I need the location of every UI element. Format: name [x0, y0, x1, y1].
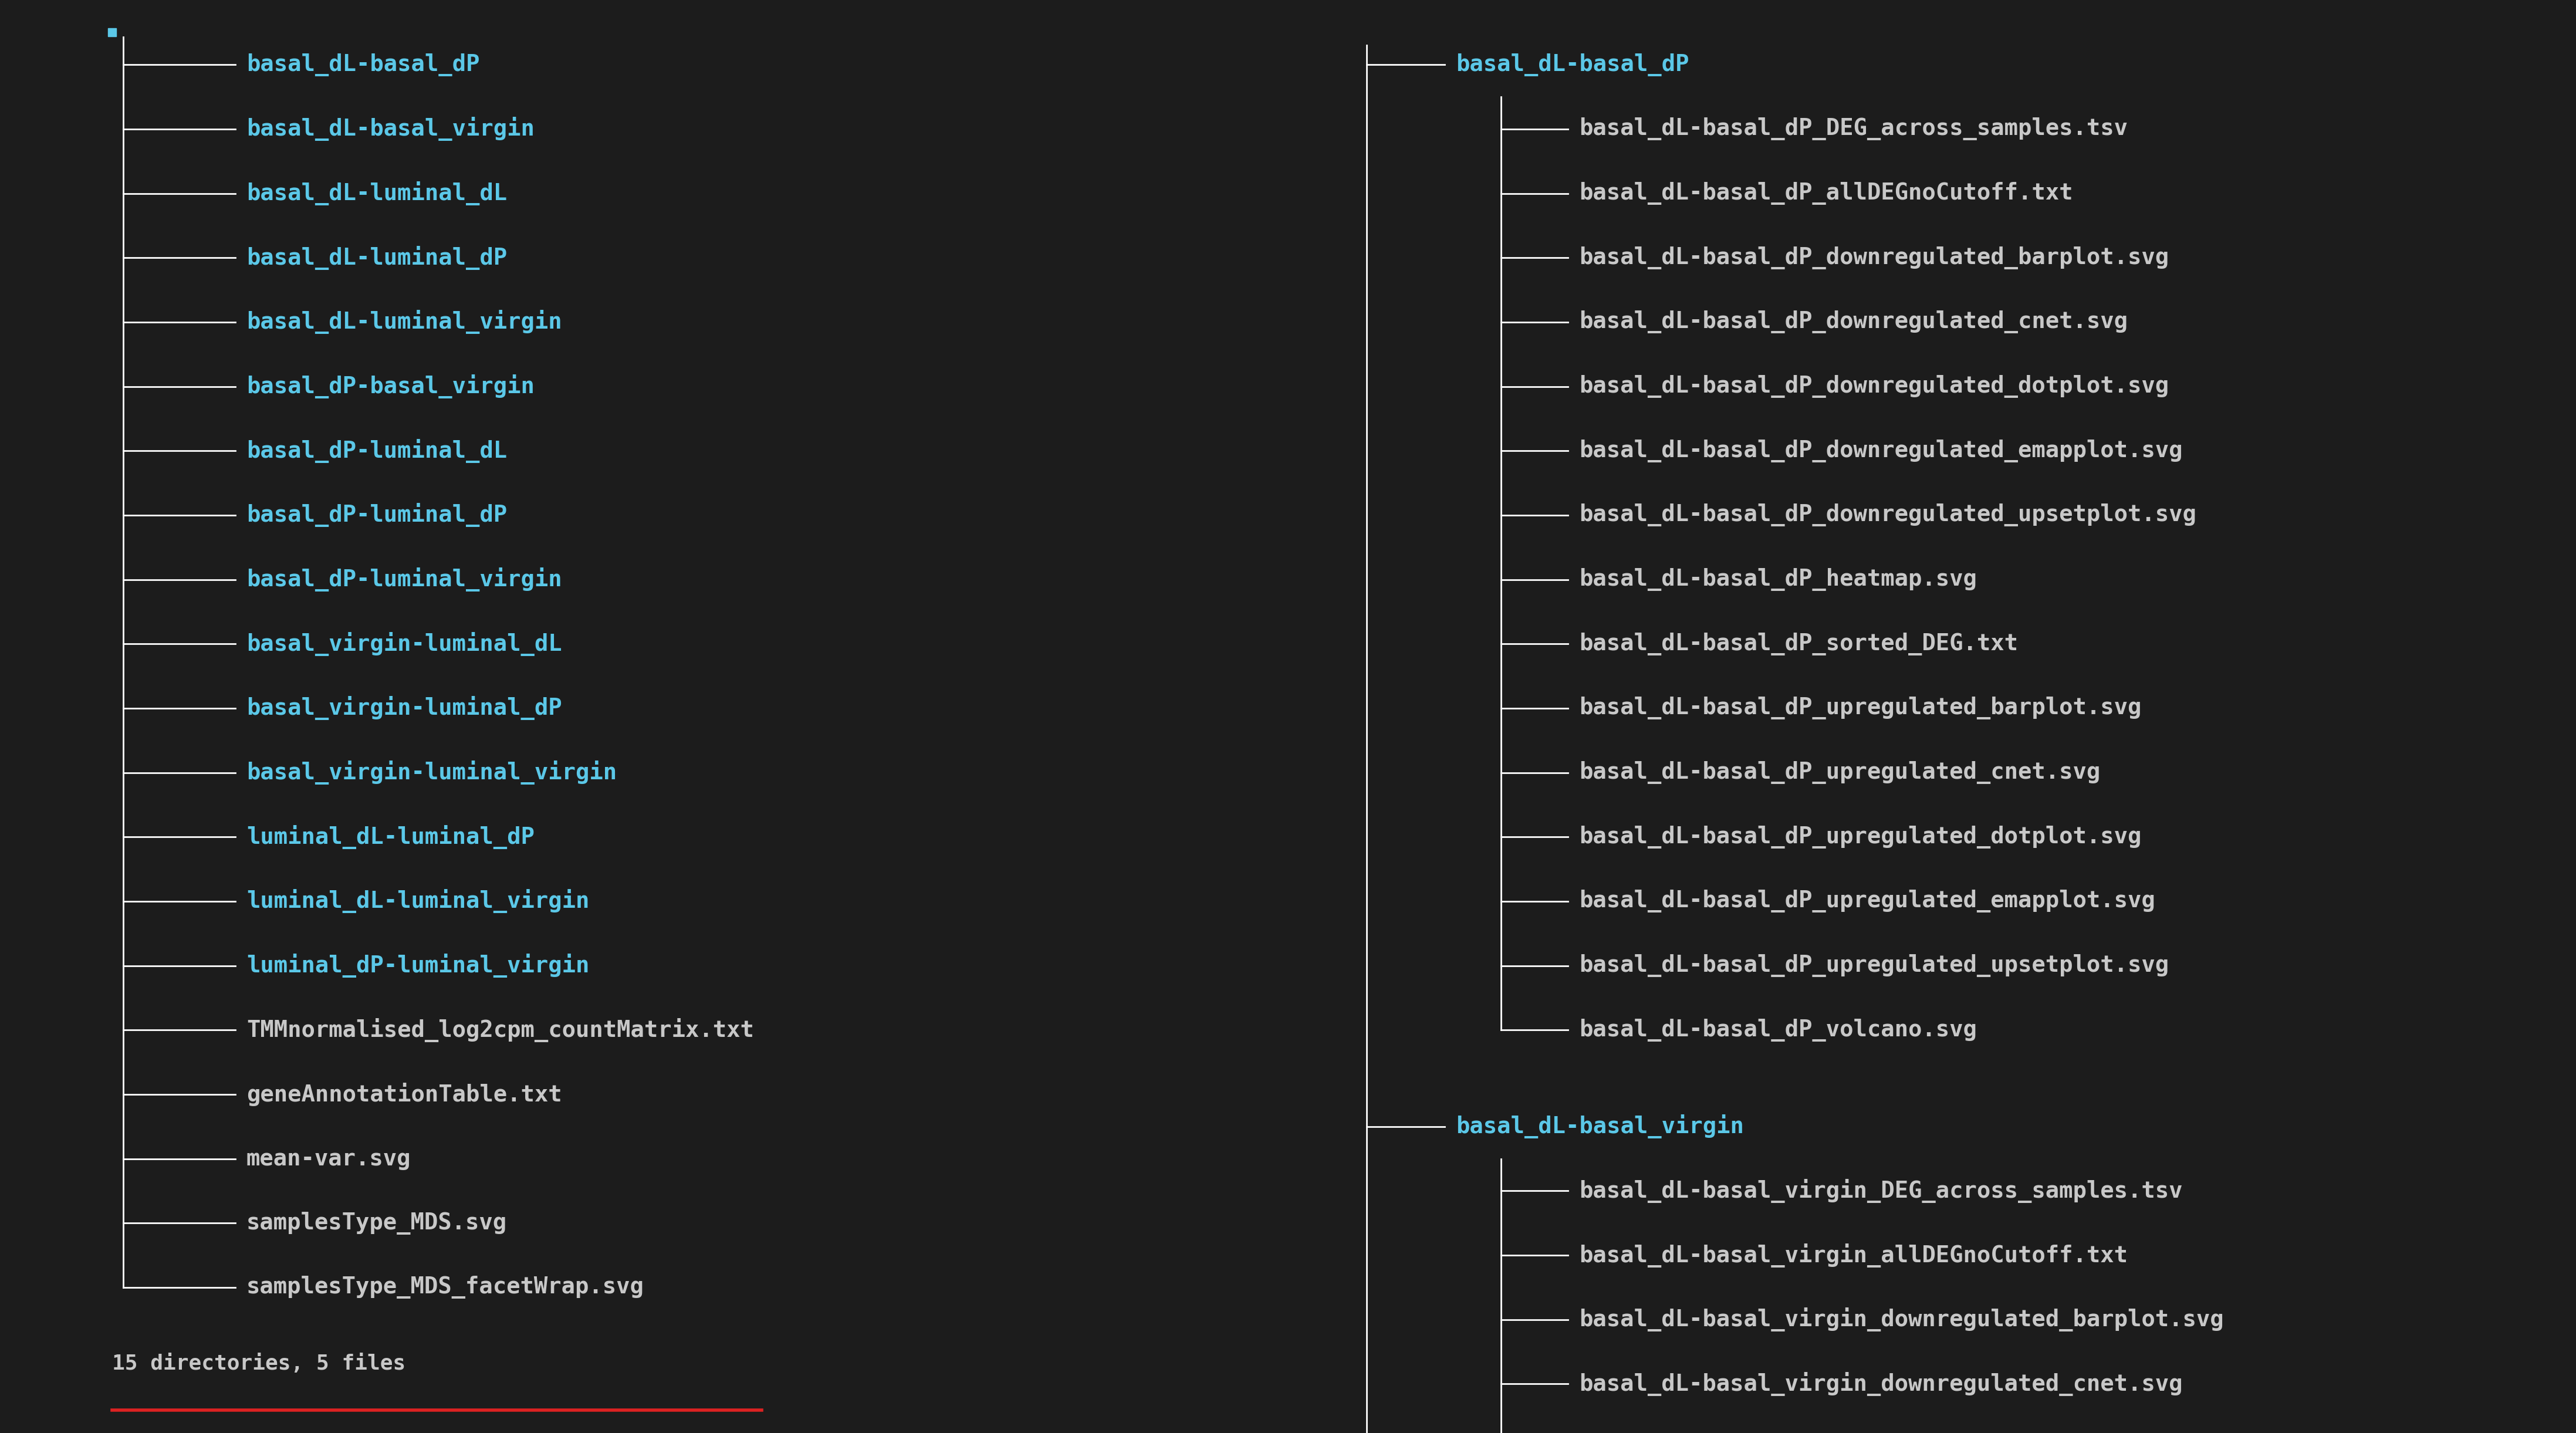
Text: 15 directories, 5 files: 15 directories, 5 files — [111, 1354, 404, 1374]
Text: basal_dL-basal_dP_volcano.svg: basal_dL-basal_dP_volcano.svg — [1579, 1019, 1976, 1042]
Text: geneAnnotationTable.txt: geneAnnotationTable.txt — [247, 1082, 562, 1106]
Text: luminal_dL-luminal_virgin: luminal_dL-luminal_virgin — [247, 890, 590, 913]
Text: basal_dP-luminal_virgin: basal_dP-luminal_virgin — [247, 567, 562, 592]
Text: basal_dL-basal_dP_upregulated_barplot.svg: basal_dL-basal_dP_upregulated_barplot.sv… — [1579, 696, 2141, 719]
Text: basal_dL-basal_dP_upregulated_emapplot.svg: basal_dL-basal_dP_upregulated_emapplot.s… — [1579, 890, 2156, 913]
Text: basal_dL-basal_dP_downregulated_emapplot.svg: basal_dL-basal_dP_downregulated_emapplot… — [1579, 440, 2182, 463]
Text: basal_dL-basal_virgin: basal_dL-basal_virgin — [1455, 1115, 1744, 1139]
Text: basal_dL-basal_dP_downregulated_barplot.svg: basal_dL-basal_dP_downregulated_barplot.… — [1579, 246, 2169, 269]
Text: samplesType_MDS_facetWrap.svg: samplesType_MDS_facetWrap.svg — [247, 1275, 644, 1298]
Text: samplesType_MDS.svg: samplesType_MDS.svg — [247, 1211, 507, 1234]
Text: basal_dL-basal_virgin: basal_dL-basal_virgin — [247, 118, 533, 140]
Text: basal_dL-basal_dP_upregulated_dotplot.svg: basal_dL-basal_dP_upregulated_dotplot.sv… — [1579, 825, 2141, 848]
Text: TMMnormalised_log2cpm_countMatrix.txt: TMMnormalised_log2cpm_countMatrix.txt — [247, 1017, 755, 1042]
Text: basal_dL-basal_virgin_downregulated_barplot.svg: basal_dL-basal_virgin_downregulated_barp… — [1579, 1307, 2223, 1331]
Text: basal_dL-basal_dP_upregulated_cnet.svg: basal_dL-basal_dP_upregulated_cnet.svg — [1579, 761, 2099, 784]
Text: basal_dL-luminal_virgin: basal_dL-luminal_virgin — [247, 310, 562, 334]
Text: luminal_dL-luminal_dP: luminal_dL-luminal_dP — [247, 825, 533, 848]
Text: basal_virgin-luminal_dP: basal_virgin-luminal_dP — [247, 696, 562, 721]
Text: basal_dL-basal_dP_downregulated_upsetplot.svg: basal_dL-basal_dP_downregulated_upsetplo… — [1579, 504, 2197, 526]
Text: basal_dL-basal_virgin_downregulated_cnet.svg: basal_dL-basal_virgin_downregulated_cnet… — [1579, 1371, 2182, 1396]
Text: basal_dL-luminal_dP: basal_dL-luminal_dP — [247, 245, 507, 269]
Text: basal_dL-luminal_dL: basal_dL-luminal_dL — [247, 182, 507, 205]
Text: mean-var.svg: mean-var.svg — [247, 1148, 412, 1169]
Text: basal_dL-basal_virgin_DEG_across_samples.tsv: basal_dL-basal_virgin_DEG_across_samples… — [1579, 1179, 2182, 1202]
Text: basal_virgin-luminal_dL: basal_virgin-luminal_dL — [247, 632, 562, 656]
Text: basal_dL-basal_dP_downregulated_dotplot.svg: basal_dL-basal_dP_downregulated_dotplot.… — [1579, 375, 2169, 398]
Text: basal_dL-basal_dP: basal_dL-basal_dP — [247, 53, 479, 76]
Text: basal_dL-basal_virgin_allDEGnoCutoff.txt: basal_dL-basal_virgin_allDEGnoCutoff.txt — [1579, 1244, 2128, 1267]
Text: basal_dL-basal_dP_allDEGnoCutoff.txt: basal_dL-basal_dP_allDEGnoCutoff.txt — [1579, 182, 2074, 205]
Text: basal_virgin-luminal_virgin: basal_virgin-luminal_virgin — [247, 761, 616, 785]
Text: basal_dL-basal_dP_heatmap.svg: basal_dL-basal_dP_heatmap.svg — [1579, 567, 1976, 590]
Text: basal_dP-basal_virgin: basal_dP-basal_virgin — [247, 374, 533, 398]
Text: basal_dL-basal_dP_DEG_across_samples.tsv: basal_dL-basal_dP_DEG_across_samples.tsv — [1579, 118, 2128, 140]
Text: basal_dL-basal_dP_sorted_DEG.txt: basal_dL-basal_dP_sorted_DEG.txt — [1579, 632, 2017, 655]
Text: basal_dP-luminal_dL: basal_dP-luminal_dL — [247, 438, 507, 463]
Text: luminal_dP-luminal_virgin: luminal_dP-luminal_virgin — [247, 953, 590, 977]
Text: basal_dL-basal_dP: basal_dL-basal_dP — [1455, 53, 1690, 76]
Text: basal_dL-basal_dP_downregulated_cnet.svg: basal_dL-basal_dP_downregulated_cnet.svg — [1579, 311, 2128, 334]
Text: basal_dL-basal_dP_upregulated_upsetplot.svg: basal_dL-basal_dP_upregulated_upsetplot.… — [1579, 954, 2169, 977]
Text: basal_dP-luminal_dP: basal_dP-luminal_dP — [247, 503, 507, 527]
